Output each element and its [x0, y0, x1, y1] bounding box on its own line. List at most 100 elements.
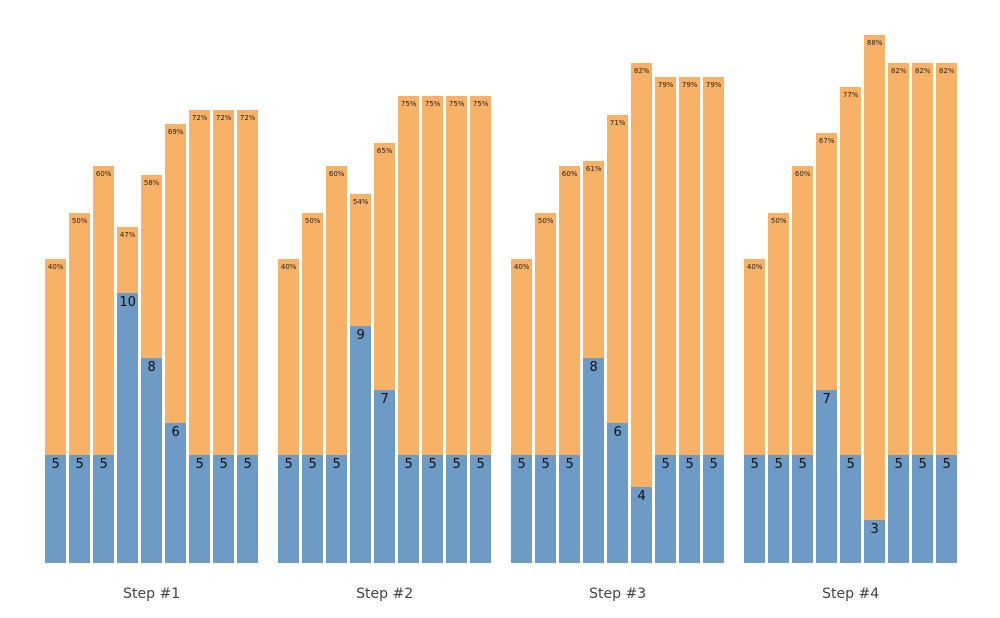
bar-count-label: 4 [637, 489, 646, 505]
bar-count-label: 5 [308, 456, 317, 472]
bar-bottom-segment: 5 [703, 454, 725, 563]
bar-percent-label: 72% [215, 113, 232, 122]
bar-top-segment: 72% [189, 109, 211, 455]
bar-count-label: 5 [195, 456, 204, 472]
bar-percent-label: 50% [71, 216, 88, 225]
bar-bottom-segment: 5 [744, 454, 766, 563]
bar-top-segment: 60% [792, 165, 814, 455]
bar-count-label: 5 [51, 456, 60, 472]
bar-count-label: 5 [661, 456, 670, 472]
bar-count-label: 5 [685, 456, 694, 472]
bar-bottom-segment: 5 [326, 454, 348, 563]
bar-percent-label: 40% [280, 263, 297, 272]
bar-top-segment: 79% [703, 77, 725, 455]
bar-percent-label: 75% [400, 99, 417, 108]
bar-bottom-segment: 6 [607, 422, 629, 563]
bar-top-segment: 72% [213, 109, 235, 455]
bar-bottom-segment: 5 [936, 454, 958, 563]
bar-bottom-segment: 5 [912, 454, 934, 563]
bar-bottom-segment: 5 [213, 454, 235, 563]
bar-percent-label: 88% [866, 39, 883, 48]
bar-bottom-segment: 5 [888, 454, 910, 563]
bar-bottom-segment: 5 [559, 454, 581, 563]
bar-bottom-segment: 4 [631, 487, 653, 563]
bar-bottom-segment: 5 [840, 454, 862, 563]
bar-count-label: 5 [774, 456, 783, 472]
bar-count-label: 5 [428, 456, 437, 472]
bar-bottom-segment: 5 [237, 454, 259, 563]
bar-top-segment: 65% [374, 142, 396, 391]
bar-bottom-segment: 5 [278, 454, 300, 563]
bar-bottom-segment: 10 [117, 293, 139, 563]
bar-count-label: 5 [332, 456, 341, 472]
bar-percent-label: 60% [794, 169, 811, 178]
group-label: Step #2 [356, 586, 414, 602]
bar-count-label: 5 [75, 456, 84, 472]
bar-percent-label: 40% [47, 263, 64, 272]
bar-top-segment: 79% [655, 77, 677, 455]
bar-bottom-segment: 5 [768, 454, 790, 563]
bar-count-label: 3 [870, 521, 879, 537]
bar-bottom-segment: 5 [422, 454, 444, 563]
bar-count-label: 7 [380, 392, 389, 408]
bar-count-label: 5 [798, 456, 807, 472]
bar-percent-label: 67% [818, 137, 835, 146]
bar-top-segment: 82% [631, 63, 653, 488]
bar-count-label: 5 [517, 456, 526, 472]
bar-percent-label: 58% [143, 179, 160, 188]
bar-percent-label: 79% [705, 81, 722, 90]
bar-count-label: 5 [243, 456, 252, 472]
bar-count-label: 8 [147, 359, 156, 375]
bar-percent-label: 75% [448, 99, 465, 108]
bar-top-segment: 82% [936, 63, 958, 455]
bar-top-segment: 40% [278, 259, 300, 455]
bar-bottom-segment: 5 [470, 454, 492, 563]
bar-top-segment: 77% [840, 86, 862, 455]
bar-percent-label: 40% [746, 263, 763, 272]
bar-percent-label: 71% [609, 118, 626, 127]
bar-percent-label: 79% [657, 81, 674, 90]
bar-top-segment: 40% [744, 259, 766, 455]
bar-count-label: 5 [942, 456, 951, 472]
bar-top-segment: 79% [679, 77, 701, 455]
bar-top-segment: 50% [768, 212, 790, 455]
bar-top-segment: 60% [559, 165, 581, 455]
bar-percent-label: 69% [167, 127, 184, 136]
group-label: Step #4 [822, 586, 880, 602]
bar-count-label: 5 [99, 456, 108, 472]
bar-bottom-segment: 7 [374, 390, 396, 563]
bar-top-segment: 88% [864, 35, 886, 520]
bar-bottom-segment: 5 [189, 454, 211, 563]
bar-top-segment: 82% [888, 63, 910, 455]
bar-bottom-segment: 5 [398, 454, 420, 563]
bar-percent-label: 72% [191, 113, 208, 122]
bar-percent-label: 60% [561, 169, 578, 178]
bar-top-segment: 40% [511, 259, 533, 455]
bar-top-segment: 54% [350, 193, 372, 326]
bar-top-segment: 60% [93, 165, 115, 455]
bar-bottom-segment: 5 [535, 454, 557, 563]
bar-count-label: 8 [589, 359, 598, 375]
bar-bottom-segment: 5 [93, 454, 115, 563]
bar-percent-label: 75% [472, 99, 489, 108]
bar-percent-label: 65% [376, 146, 393, 155]
bar-top-segment: 50% [535, 212, 557, 455]
bar-bottom-segment: 9 [350, 325, 372, 563]
bar-bottom-segment: 5 [302, 454, 324, 563]
bar-percent-label: 50% [304, 216, 321, 225]
bar-top-segment: 40% [45, 259, 67, 455]
bar-top-segment: 50% [302, 212, 324, 455]
bar-percent-label: 82% [890, 67, 907, 76]
bar-bottom-segment: 5 [69, 454, 91, 563]
bar-top-segment: 69% [165, 123, 187, 423]
bar-bottom-segment: 8 [583, 357, 605, 563]
bar-percent-label: 75% [424, 99, 441, 108]
bar-top-segment: 58% [141, 175, 163, 358]
bar-count-label: 5 [219, 456, 228, 472]
bar-top-segment: 82% [912, 63, 934, 455]
bar-bottom-segment: 5 [792, 454, 814, 563]
bar-percent-label: 60% [95, 169, 112, 178]
bar-count-label: 5 [709, 456, 718, 472]
bar-count-label: 5 [404, 456, 413, 472]
bar-percent-label: 60% [328, 169, 345, 178]
